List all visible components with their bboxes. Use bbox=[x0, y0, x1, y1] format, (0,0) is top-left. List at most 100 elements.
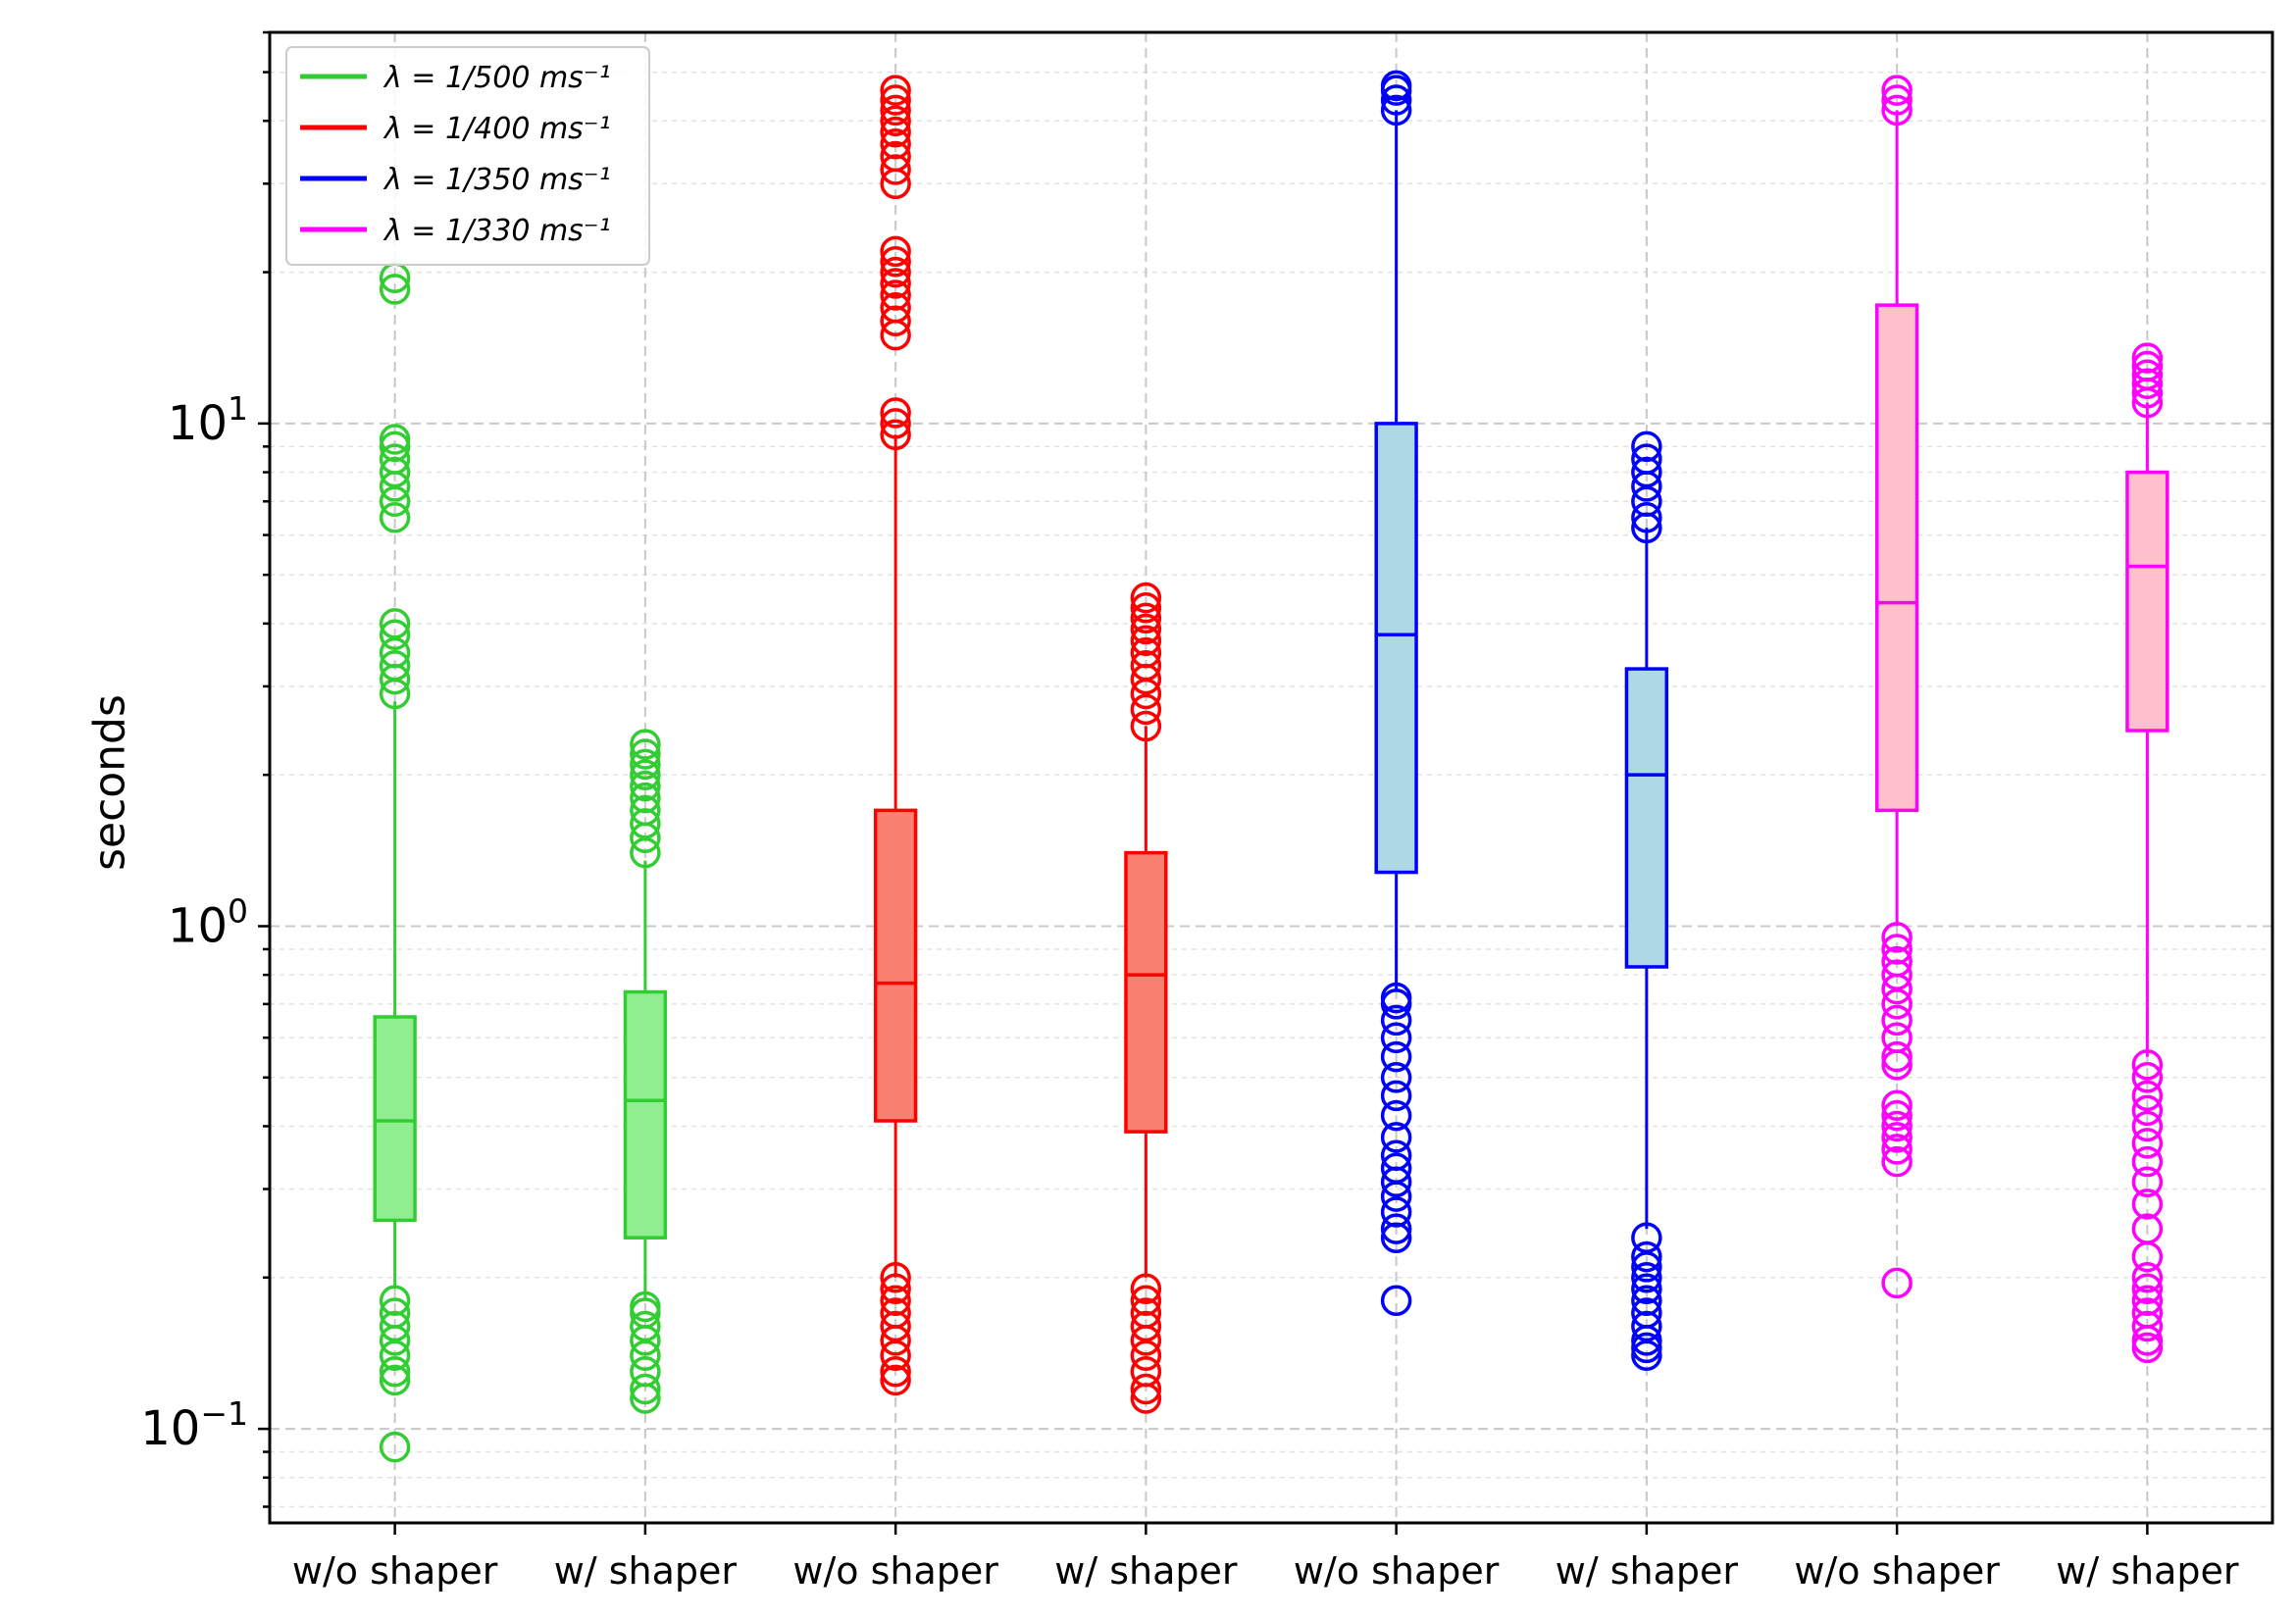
x-tick-label: w/ shaper bbox=[554, 1549, 738, 1593]
flier-point bbox=[379, 274, 411, 305]
flier-point bbox=[379, 1310, 411, 1342]
flier-point bbox=[1881, 959, 1913, 990]
flier-point bbox=[1380, 94, 1412, 126]
flier-point bbox=[379, 424, 411, 455]
box-group bbox=[1124, 582, 1168, 1414]
flier-point bbox=[630, 1373, 661, 1405]
x-tick-label: w/ shaper bbox=[1054, 1549, 1238, 1593]
y-axis-ticks: 10−1 100 101 bbox=[140, 30, 270, 1508]
flier-point bbox=[630, 729, 661, 760]
flier-point bbox=[880, 84, 911, 116]
flier-point bbox=[1130, 1297, 1162, 1329]
flier-point bbox=[2131, 1297, 2164, 1329]
flier-point bbox=[1380, 1099, 1412, 1132]
flier-point bbox=[379, 1297, 411, 1329]
flier-point bbox=[1130, 625, 1162, 656]
flier-point bbox=[1881, 1134, 1913, 1165]
flier-point bbox=[379, 608, 411, 639]
flier-point bbox=[2131, 1145, 2164, 1178]
boxplot-series bbox=[373, 70, 2169, 1463]
flier-point bbox=[880, 1297, 911, 1329]
flier-point bbox=[1130, 582, 1162, 614]
flier-point bbox=[1130, 649, 1162, 682]
flier-point bbox=[880, 154, 911, 185]
flier-point bbox=[1380, 1139, 1412, 1171]
flier-point bbox=[880, 279, 911, 311]
flier-point bbox=[2131, 1128, 2164, 1159]
flier-point bbox=[880, 1364, 911, 1396]
flier-point bbox=[1130, 613, 1162, 645]
flier-point bbox=[1130, 636, 1162, 669]
flier-point bbox=[1631, 1222, 1662, 1253]
flier-point bbox=[880, 1310, 911, 1342]
box-group bbox=[1374, 70, 1418, 1316]
flier-point bbox=[1881, 84, 1913, 116]
flier-point bbox=[2131, 1332, 2164, 1364]
flier-point bbox=[880, 116, 911, 148]
box-group bbox=[1874, 75, 1919, 1299]
flier-point bbox=[2131, 342, 2164, 374]
box bbox=[873, 808, 918, 1123]
flier-point bbox=[1881, 1089, 1913, 1122]
flier-point bbox=[1380, 1213, 1412, 1244]
flier-point bbox=[1380, 1040, 1412, 1073]
flier-point bbox=[379, 1355, 411, 1388]
flier-point bbox=[1130, 1285, 1162, 1316]
box bbox=[1624, 667, 1669, 969]
flier-point bbox=[1881, 945, 1913, 978]
flier-point bbox=[1130, 1273, 1162, 1304]
y-tick-label: 100 bbox=[168, 891, 248, 953]
flier-point bbox=[2131, 350, 2164, 382]
flier-point bbox=[1130, 1310, 1162, 1342]
flier-point bbox=[1881, 1110, 1913, 1142]
flier-point bbox=[630, 794, 661, 827]
flier-point bbox=[880, 1355, 911, 1388]
legend-label: λ = 1/330 ms⁻¹ bbox=[383, 214, 611, 248]
flier-point bbox=[1380, 982, 1412, 1014]
flier-point bbox=[1380, 1122, 1412, 1153]
flier-point bbox=[880, 419, 911, 451]
flier-point bbox=[2131, 1262, 2164, 1293]
flier-point bbox=[379, 1431, 411, 1463]
flier-point bbox=[379, 430, 411, 463]
legend-label: λ = 1/350 ms⁻¹ bbox=[383, 163, 611, 197]
flier-point bbox=[1130, 693, 1162, 726]
flier-point bbox=[1881, 934, 1913, 965]
flier-point bbox=[630, 782, 661, 814]
legend-box bbox=[285, 46, 650, 266]
x-tick-label: w/ shaper bbox=[1556, 1549, 1739, 1593]
flier-point bbox=[880, 245, 911, 278]
flier-point bbox=[2131, 1166, 2164, 1197]
flier-point bbox=[880, 127, 911, 160]
flier-point bbox=[2131, 1062, 2164, 1093]
flier-point bbox=[880, 305, 911, 337]
flier-point bbox=[1380, 1222, 1412, 1253]
box-group bbox=[1624, 430, 1669, 1371]
flier-point bbox=[1881, 1022, 1913, 1053]
x-tick-label: w/o shaper bbox=[1294, 1549, 1500, 1593]
flier-point bbox=[880, 268, 911, 299]
flier-point bbox=[1130, 710, 1162, 742]
flier-point bbox=[2131, 1285, 2164, 1316]
box-group bbox=[2125, 342, 2169, 1364]
flier-point bbox=[880, 105, 911, 137]
flier-point bbox=[1881, 922, 1913, 953]
flier-point bbox=[1380, 1004, 1412, 1037]
flier-point bbox=[880, 140, 911, 173]
flier-point bbox=[880, 1262, 911, 1293]
flier-point bbox=[379, 1285, 411, 1316]
legend-label: λ = 1/500 ms⁻¹ bbox=[383, 61, 611, 95]
flier-point bbox=[1631, 1297, 1662, 1329]
flier-point bbox=[379, 502, 411, 533]
flier-point bbox=[1881, 1099, 1913, 1132]
flier-point bbox=[2131, 1310, 2164, 1342]
x-tick-label: w/ shaper bbox=[2056, 1549, 2239, 1593]
flier-point bbox=[880, 1285, 911, 1316]
box bbox=[1124, 850, 1168, 1134]
x-tick-label: w/o shaper bbox=[792, 1549, 998, 1593]
x-axis-ticks: w/o shaper w/ shaper w/o shaper w/ shaper w/… bbox=[292, 1523, 2239, 1593]
flier-point bbox=[1881, 94, 1913, 126]
flier-point bbox=[1631, 1273, 1662, 1304]
box bbox=[623, 989, 668, 1240]
